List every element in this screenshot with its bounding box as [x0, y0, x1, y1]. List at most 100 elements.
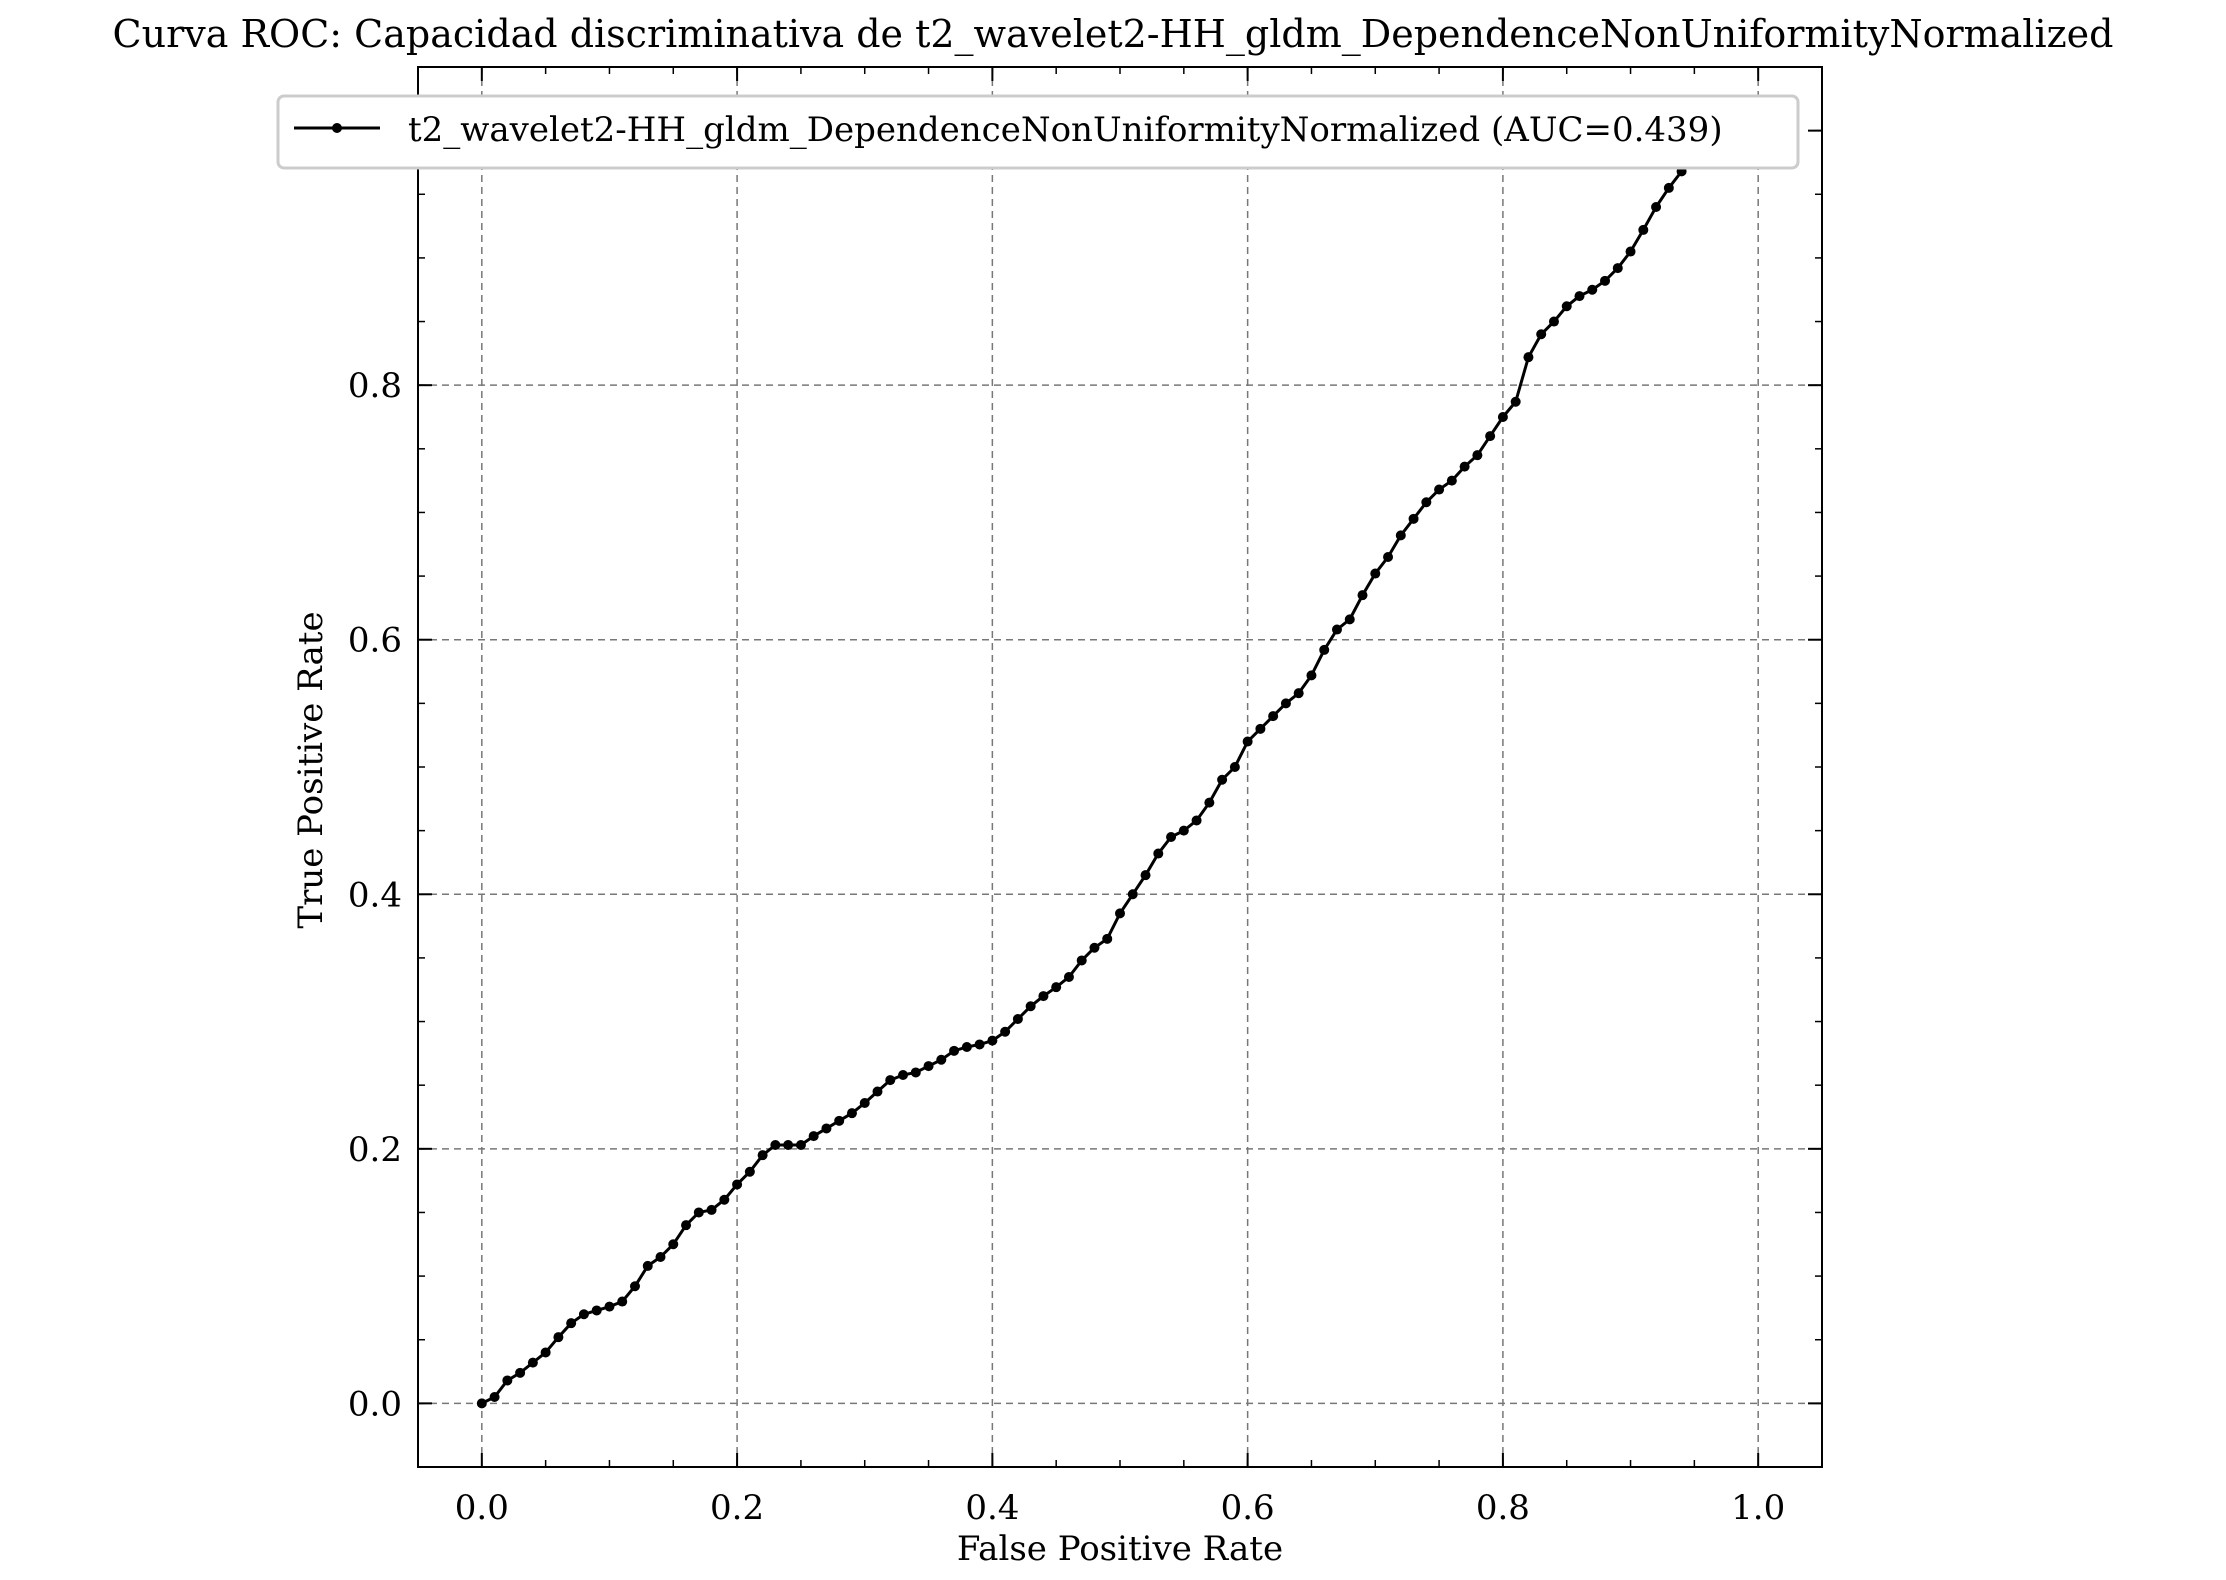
x-axis-label: False Positive Rate [957, 1529, 1283, 1569]
minor-ticks [417, 66, 1823, 1468]
roc-point [1025, 1001, 1036, 1012]
roc-point [1383, 552, 1394, 562]
roc-curve [476, 125, 1764, 1409]
roc-point [949, 1045, 960, 1056]
roc-point [732, 1179, 743, 1190]
roc-point [987, 1035, 998, 1046]
y-tick-label: 0.6 [348, 621, 402, 661]
roc-point [617, 1296, 628, 1307]
roc-point [1574, 291, 1585, 302]
roc-point [1370, 568, 1381, 579]
roc-point [1280, 698, 1291, 709]
roc-point [553, 1332, 564, 1343]
roc-point [1395, 530, 1406, 541]
roc-point [885, 1075, 896, 1086]
y-axis-label: True Positive Rate [291, 611, 331, 928]
roc-point [744, 1166, 755, 1177]
y-tick-label: 0.4 [348, 875, 402, 915]
roc-point [1408, 513, 1419, 524]
roc-point [1459, 461, 1470, 472]
roc-point [795, 1140, 806, 1150]
roc-point [693, 1207, 704, 1218]
roc-point [1063, 972, 1074, 982]
roc-point [808, 1131, 819, 1142]
roc-point [1434, 484, 1445, 495]
roc-point [1446, 475, 1457, 486]
roc-point [1319, 644, 1330, 655]
roc-point [681, 1220, 692, 1231]
y-tick-label: 0.0 [348, 1384, 402, 1424]
roc-point [898, 1070, 909, 1080]
roc-point [515, 1367, 526, 1378]
roc-point [629, 1281, 640, 1292]
roc-point [578, 1309, 589, 1320]
roc-point [719, 1194, 730, 1205]
roc-point [1051, 982, 1062, 993]
roc-point [1331, 624, 1342, 635]
roc-curve-line [481, 129, 1759, 1405]
roc-point [1166, 832, 1177, 842]
x-tick-label: 0.2 [710, 1488, 764, 1528]
y-tick-labels: 0.0 0.2 0.4 0.6 0.8 [348, 366, 402, 1424]
roc-point [846, 1108, 857, 1119]
roc-point [1587, 284, 1598, 295]
roc-point [1229, 762, 1240, 772]
chart-title: Curva ROC: Capacidad discriminativa de t… [113, 12, 2114, 57]
roc-point [668, 1239, 679, 1250]
roc-point [1510, 396, 1521, 407]
roc-point [1140, 870, 1151, 881]
roc-point [1191, 815, 1202, 826]
roc-point [1306, 670, 1317, 681]
roc-point [1638, 224, 1649, 235]
roc-point [923, 1061, 934, 1072]
x-tick-labels: 0.0 0.2 0.4 0.6 0.8 1.0 [455, 1488, 1785, 1528]
roc-point [1217, 774, 1228, 785]
roc-point [910, 1067, 921, 1078]
roc-point [1255, 723, 1266, 734]
roc-point [1153, 848, 1164, 859]
legend-box [276, 94, 1800, 170]
roc-point [1485, 431, 1496, 442]
x-tick-label: 1.0 [1731, 1488, 1785, 1528]
roc-point [1089, 942, 1100, 953]
roc-point [757, 1150, 768, 1161]
legend: t2_wavelet2-HH_gldm_DependenceNonUniform… [276, 94, 1800, 170]
roc-point [476, 1398, 487, 1409]
roc-point [527, 1357, 538, 1368]
y-tick-label: 0.8 [348, 366, 402, 406]
y-tick-label: 0.2 [348, 1130, 402, 1170]
roc-point [1000, 1026, 1011, 1037]
roc-point [1178, 825, 1189, 836]
roc-point [1268, 711, 1279, 722]
roc-point [540, 1347, 551, 1358]
x-tick-label: 0.6 [1221, 1488, 1275, 1528]
roc-point [1536, 329, 1547, 340]
roc-point [1600, 275, 1611, 286]
roc-point [1127, 889, 1138, 900]
legend-entry-label: t2_wavelet2-HH_gldm_DependenceNonUniform… [408, 110, 1723, 150]
major-ticks [418, 67, 1822, 1467]
roc-point [706, 1204, 717, 1215]
roc-point [1421, 497, 1432, 508]
x-tick-label: 0.0 [455, 1488, 509, 1528]
roc-point [1612, 263, 1623, 274]
x-tick-label: 0.4 [965, 1488, 1019, 1528]
roc-point [566, 1318, 577, 1329]
roc-point [1561, 301, 1572, 312]
roc-point [859, 1098, 870, 1108]
roc-point [642, 1260, 653, 1271]
roc-point [1012, 1014, 1023, 1024]
roc-point [1663, 182, 1674, 193]
roc-point [834, 1115, 845, 1126]
roc-point [1472, 450, 1483, 461]
roc-point [1076, 955, 1087, 966]
roc-point [1548, 316, 1559, 327]
roc-point [1357, 590, 1368, 601]
roc-point [1625, 246, 1636, 257]
roc-point [1242, 736, 1253, 747]
roc-point [770, 1140, 781, 1150]
plot-frame [417, 66, 1823, 1468]
roc-point [591, 1305, 602, 1316]
roc-point [936, 1054, 947, 1065]
roc-point [1115, 908, 1125, 919]
